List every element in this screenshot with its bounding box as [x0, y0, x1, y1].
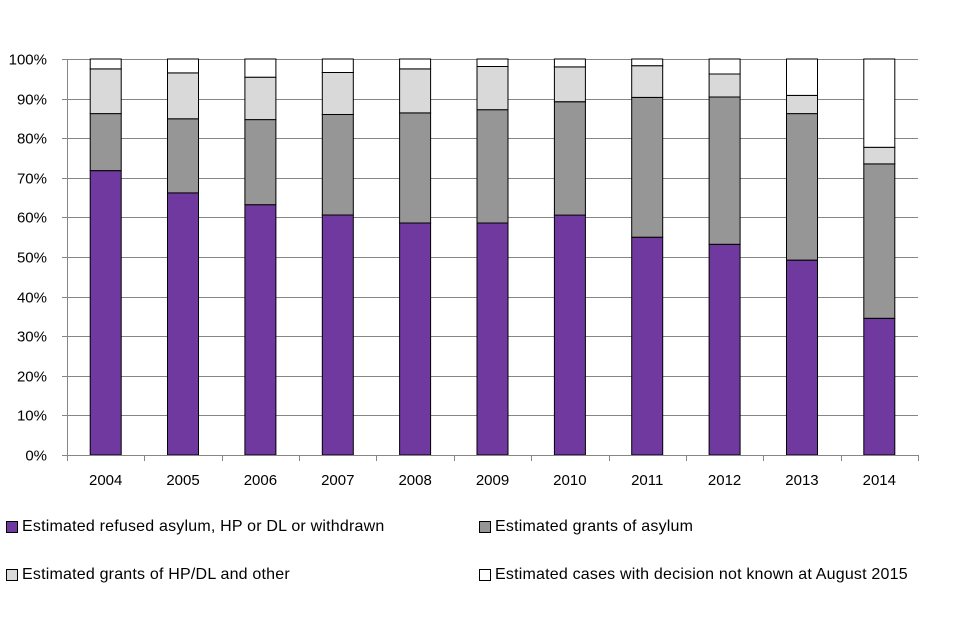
legend-swatch-not-known	[479, 569, 491, 581]
bar-segment-2013-s2	[786, 94, 818, 115]
bar-segment-2005-s2	[167, 72, 199, 120]
bar-segment-2005-s1	[167, 118, 199, 194]
bar-segment-2013-s1	[786, 113, 818, 261]
bar-segment-2007-s1	[321, 113, 354, 216]
bar-segment-2013-s0	[786, 259, 818, 456]
bar-segment-2004-s2	[89, 68, 122, 115]
bar-segment-2011-s2	[631, 65, 664, 98]
legend-item-refused: Estimated refused asylum, HP or DL or wi…	[6, 518, 384, 536]
x-tick-label: 2006	[244, 472, 277, 489]
bar-segment-2008-s3	[399, 58, 432, 70]
y-tick-label: 40%	[17, 290, 47, 307]
bar-segment-2006-s0	[244, 204, 277, 456]
x-tick-label: 2014	[863, 472, 896, 489]
legend-item-not-known: Estimated cases with decision not known …	[479, 566, 908, 584]
bar-segment-2004-s3	[89, 58, 122, 70]
legend: Estimated refused asylum, HP or DL or wi…	[0, 512, 960, 632]
x-tick-label: 2013	[785, 472, 818, 489]
bar-segment-2011-s0	[631, 236, 664, 456]
bar-segment-2012-s3	[708, 58, 741, 75]
x-tick-label: 2007	[321, 472, 354, 489]
bar-segment-2009-s2	[476, 66, 509, 111]
x-tick-label: 2011	[631, 472, 663, 489]
bar-segment-2006-s3	[244, 58, 277, 78]
x-tick-label: 2004	[89, 472, 122, 489]
legend-item-grants-hpdl: Estimated grants of HP/DL and other	[6, 566, 290, 584]
bar-segment-2010-s2	[553, 66, 586, 103]
y-tick-label: 60%	[17, 210, 47, 227]
bar-segment-2008-s0	[399, 222, 432, 456]
x-tick-label: 2008	[398, 472, 431, 489]
y-tick-label: 50%	[17, 250, 47, 267]
legend-label-refused: Estimated refused asylum, HP or DL or wi…	[22, 518, 385, 535]
bar-segment-2010-s0	[553, 214, 586, 456]
x-tick-label: 2012	[708, 472, 741, 489]
bar-segment-2014-s2	[863, 146, 896, 165]
legend-swatch-grants-hpdl	[6, 569, 18, 581]
bar-segment-2010-s1	[553, 101, 586, 216]
y-tick-label: 100%	[9, 52, 47, 69]
bar-segment-2009-s0	[476, 222, 509, 456]
bar-segment-2005-s3	[167, 58, 199, 74]
bar-segment-2008-s2	[399, 68, 432, 114]
y-tick-label: 30%	[17, 329, 47, 346]
bar-segment-2004-s1	[89, 113, 122, 172]
y-tick-label: 80%	[17, 131, 47, 148]
bar-segment-2010-s3	[553, 58, 586, 68]
legend-swatch-grants-asylum	[479, 521, 491, 533]
bar-segment-2004-s0	[89, 170, 122, 456]
bar-segment-2012-s2	[708, 73, 741, 98]
y-tick-label: 90%	[17, 92, 47, 109]
bar-segment-2012-s1	[708, 96, 741, 245]
bar-segment-2006-s1	[244, 119, 277, 206]
bar-segment-2007-s3	[321, 58, 354, 73]
bar-segment-2007-s0	[321, 214, 354, 456]
y-tick-label: 10%	[17, 408, 47, 425]
bar-segment-2014-s3	[863, 58, 896, 148]
bar-segment-2005-s0	[167, 192, 199, 456]
bar-segment-2006-s2	[244, 76, 277, 121]
x-tick-label: 2005	[166, 472, 199, 489]
legend-item-grants-asylum: Estimated grants of asylum	[479, 518, 693, 536]
bar-segment-2007-s2	[321, 72, 354, 115]
legend-label-not-known: Estimated cases with decision not known …	[495, 566, 908, 583]
y-tick-label: 20%	[17, 369, 47, 386]
bar-segment-2011-s1	[631, 96, 664, 238]
legend-label-grants-hpdl: Estimated grants of HP/DL and other	[22, 566, 290, 583]
legend-swatch-refused	[6, 521, 18, 533]
y-tick-label: 0%	[25, 448, 47, 465]
x-tick-label: 2010	[553, 472, 586, 489]
y-tick-label: 70%	[17, 171, 47, 188]
bar-segment-2009-s3	[476, 58, 509, 67]
bar-segment-2009-s1	[476, 109, 509, 224]
bar-segment-2013-s3	[786, 58, 818, 96]
stacked-bar-chart: 0% 10% 20% 30% 40% 50% 60% 70% 80% 90% 100% 2004 200…	[9, 52, 919, 489]
x-tick-label: 2009	[476, 472, 509, 489]
bar-segment-2012-s0	[708, 243, 741, 456]
bar-segment-2008-s1	[399, 112, 432, 224]
bar-segment-2014-s1	[863, 163, 896, 319]
bar-segment-2014-s0	[863, 317, 896, 456]
legend-label-grants-asylum: Estimated grants of asylum	[495, 518, 694, 535]
bar-segment-2011-s3	[631, 58, 664, 67]
